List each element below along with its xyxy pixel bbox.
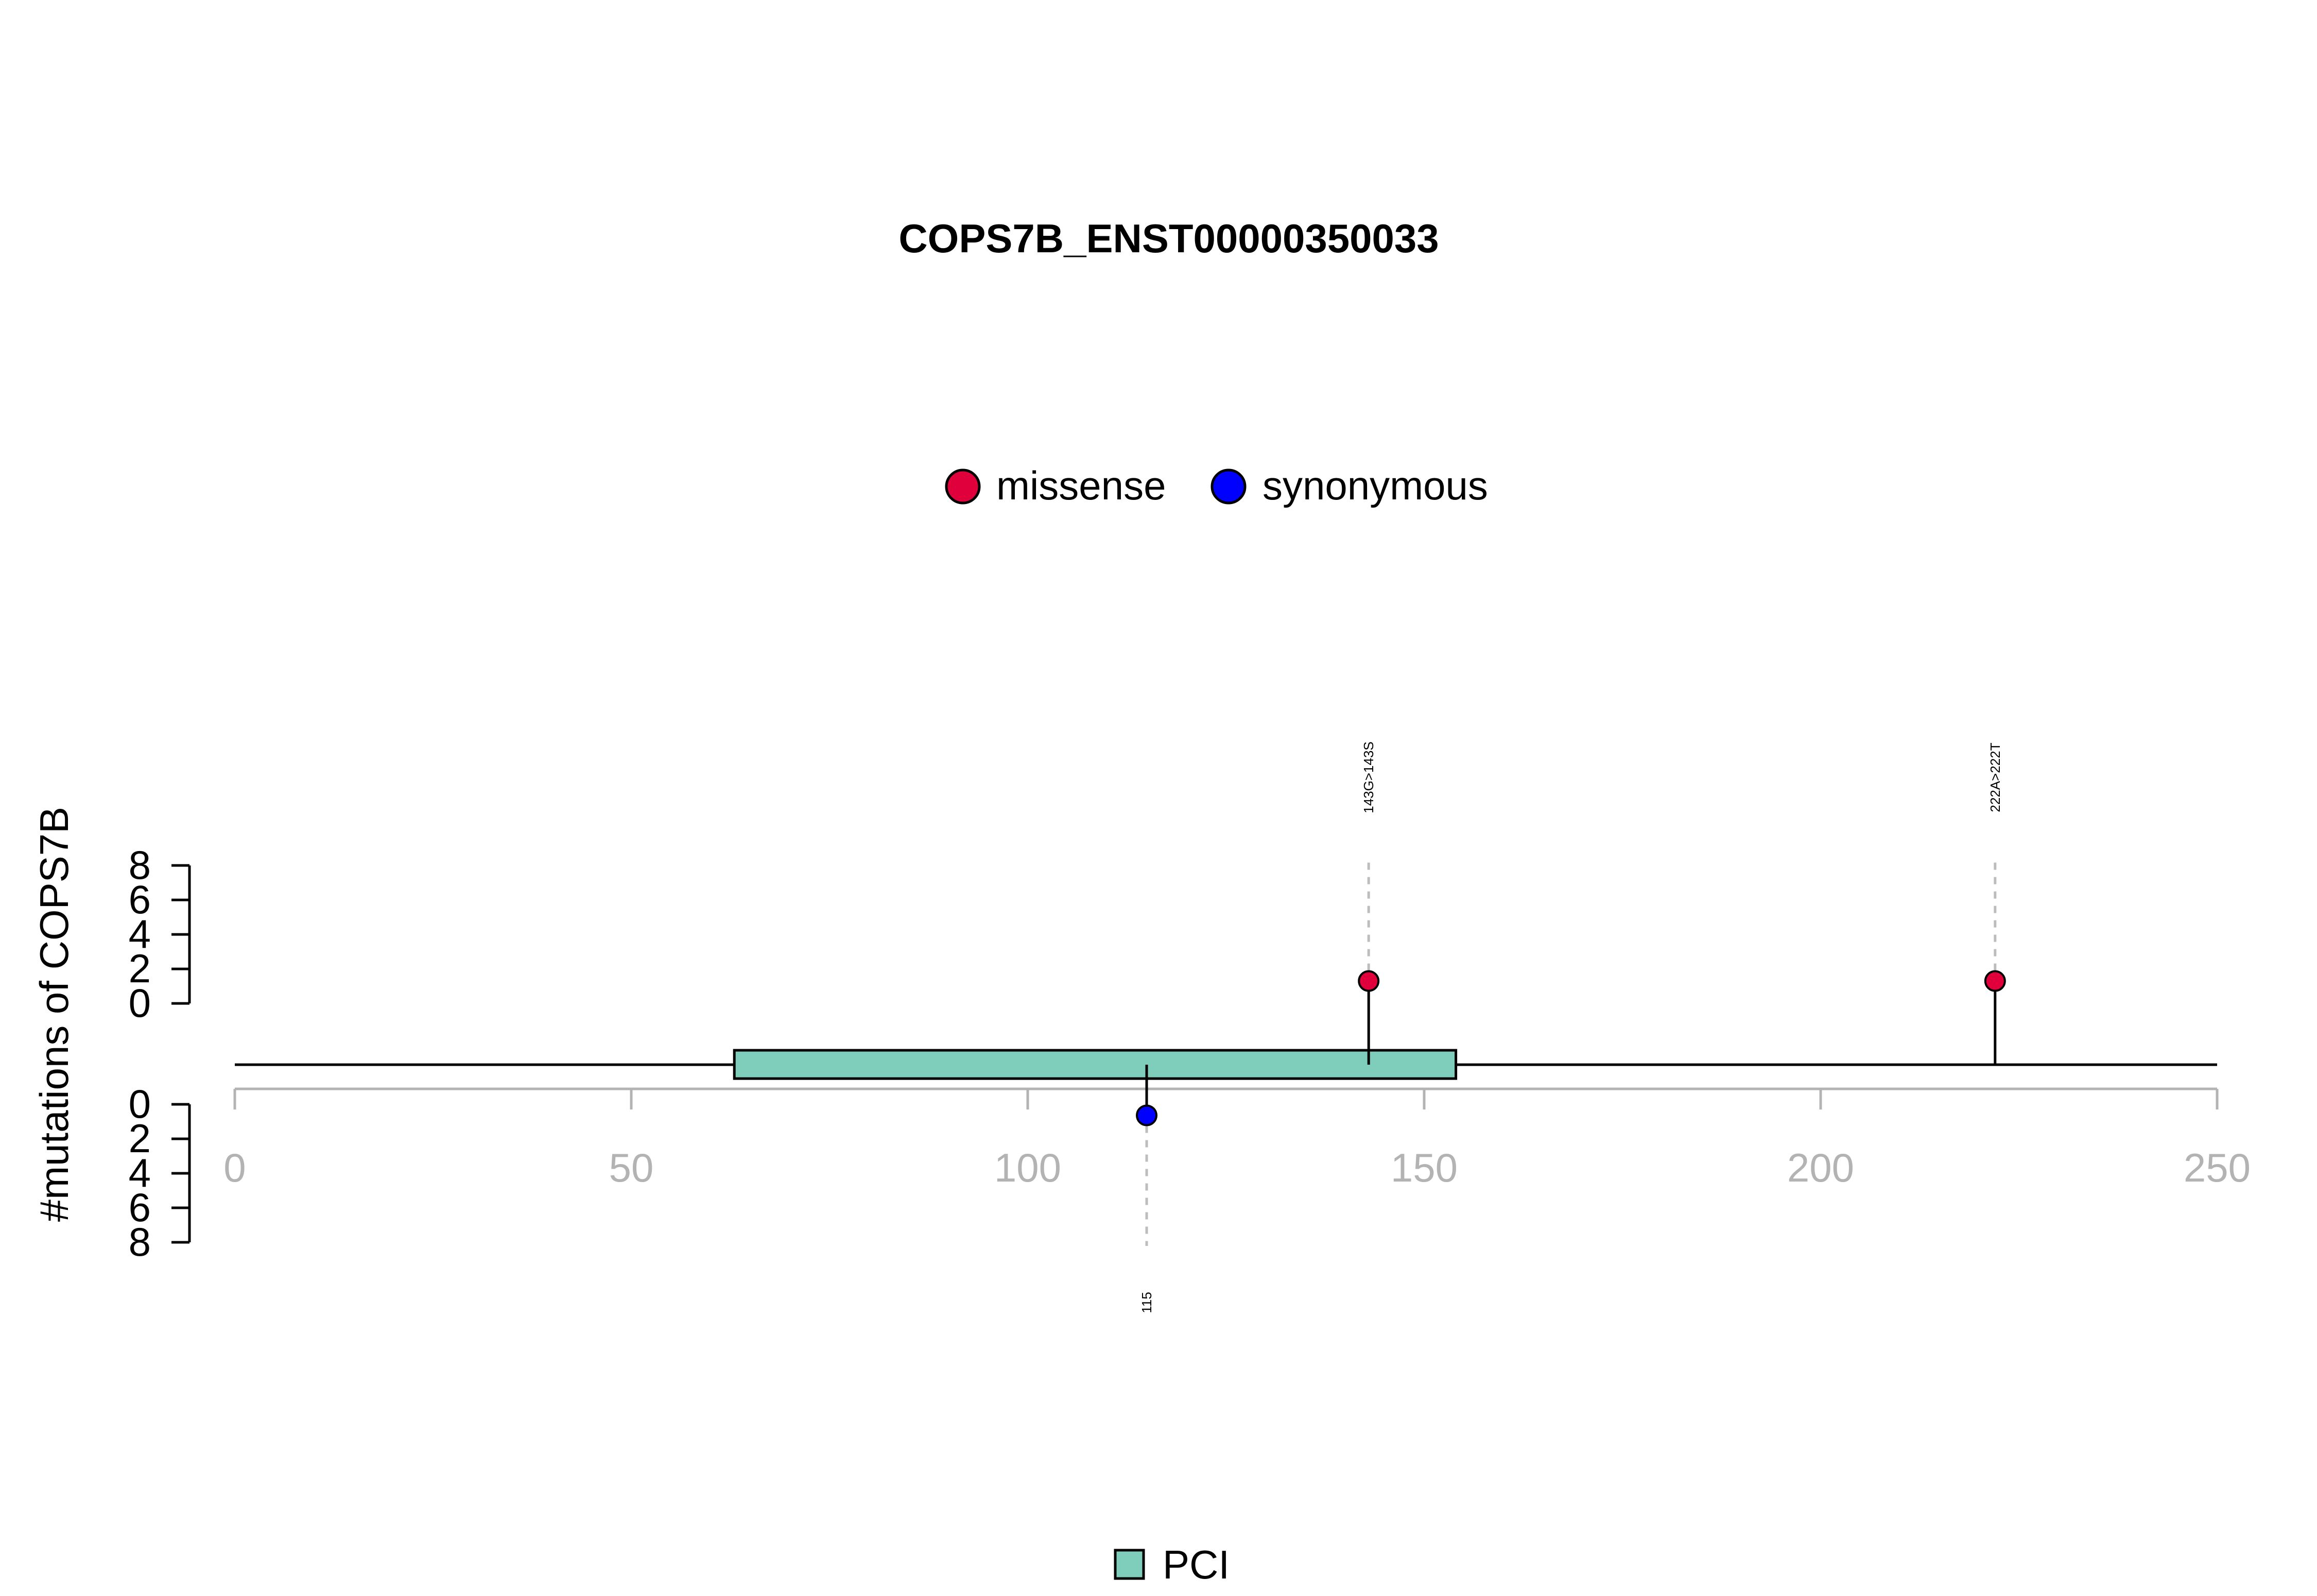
x-tick-label: 150 <box>1391 1145 1458 1190</box>
x-tick-label: 100 <box>994 1145 1061 1190</box>
legend-synonymous-swatch <box>1211 469 1247 505</box>
y-tick-lower: 0 <box>129 1081 189 1126</box>
x-tick: 250 <box>2184 1089 2251 1190</box>
y-tick-lower: 4 <box>129 1150 189 1195</box>
domain-legend-swatch <box>1114 1549 1145 1580</box>
x-tick-label: 0 <box>223 1145 246 1190</box>
y-tick-lower-label: 8 <box>129 1219 151 1264</box>
mutation-label: 115 <box>1139 1292 1154 1313</box>
y-tick-lower-label: 4 <box>129 1150 151 1195</box>
y-tick-upper: 4 <box>129 911 189 957</box>
mutation-lollipop: 115 <box>1136 1065 1157 1313</box>
y-tick-lower: 2 <box>129 1116 189 1161</box>
x-tick: 100 <box>994 1089 1061 1190</box>
y-tick-upper-label: 2 <box>129 946 151 991</box>
y-tick-upper-label: 6 <box>129 877 151 922</box>
domain-legend-label: PCI <box>1163 1542 1230 1587</box>
y-tick-upper-label: 8 <box>129 842 151 888</box>
mutation-lollipop: 222A>222T <box>1984 742 2006 1065</box>
legend-synonymous-label: synonymous <box>1263 463 1488 508</box>
mutation-point <box>1136 1104 1157 1126</box>
y-tick-lower: 6 <box>129 1185 189 1230</box>
mutation-label: 222A>222T <box>1987 742 2003 812</box>
x-axis: 0 50 100 150 200 250 <box>223 1087 2251 1190</box>
domain-pci <box>733 1049 1458 1080</box>
x-tick-label: 200 <box>1787 1145 1854 1190</box>
y-axis-label: #mutations of COPS7B <box>31 807 77 1222</box>
y-tick-upper-label: 0 <box>129 980 151 1026</box>
mutation-legend: missense synonymous <box>945 463 1488 508</box>
y-tick-upper-label: 4 <box>129 911 151 957</box>
y-tick-lower-label: 2 <box>129 1116 151 1161</box>
y-tick-upper: 6 <box>129 877 189 922</box>
y-tick-lower: 8 <box>129 1219 189 1264</box>
x-tick-label: 50 <box>609 1145 654 1190</box>
domain-legend: PCI <box>1114 1542 1230 1587</box>
mutation-lollipop: 143G>143S <box>1358 741 1380 1065</box>
y-tick-upper: 8 <box>129 842 189 888</box>
y-tick-lower-label: 0 <box>129 1081 151 1126</box>
x-ticks: 0 50 100 150 200 250 <box>223 1089 2251 1190</box>
x-tick-label: 250 <box>2184 1145 2251 1190</box>
mutation-label: 143G>143S <box>1361 741 1376 813</box>
mutations: 143G>143S 222A>222T 115 <box>1136 741 2006 1313</box>
chart-title: COPS7B_ENST00000350033 <box>898 216 1439 261</box>
y-tick-upper: 2 <box>129 946 189 991</box>
legend-missense-swatch <box>945 469 981 505</box>
x-tick: 150 <box>1391 1089 1458 1190</box>
y-tick-lower-label: 6 <box>129 1185 151 1230</box>
x-tick: 50 <box>609 1089 654 1190</box>
y-axis-lower: 0 2 4 6 8 <box>129 1081 191 1264</box>
mutation-point <box>1984 970 2006 992</box>
y-tick-upper: 0 <box>129 980 189 1026</box>
x-tick: 200 <box>1787 1089 1854 1190</box>
y-axis-upper: 0 2 4 6 8 <box>129 842 191 1026</box>
x-tick: 0 <box>223 1089 246 1190</box>
mutation-point <box>1358 970 1380 992</box>
legend-missense-label: missense <box>996 463 1166 508</box>
